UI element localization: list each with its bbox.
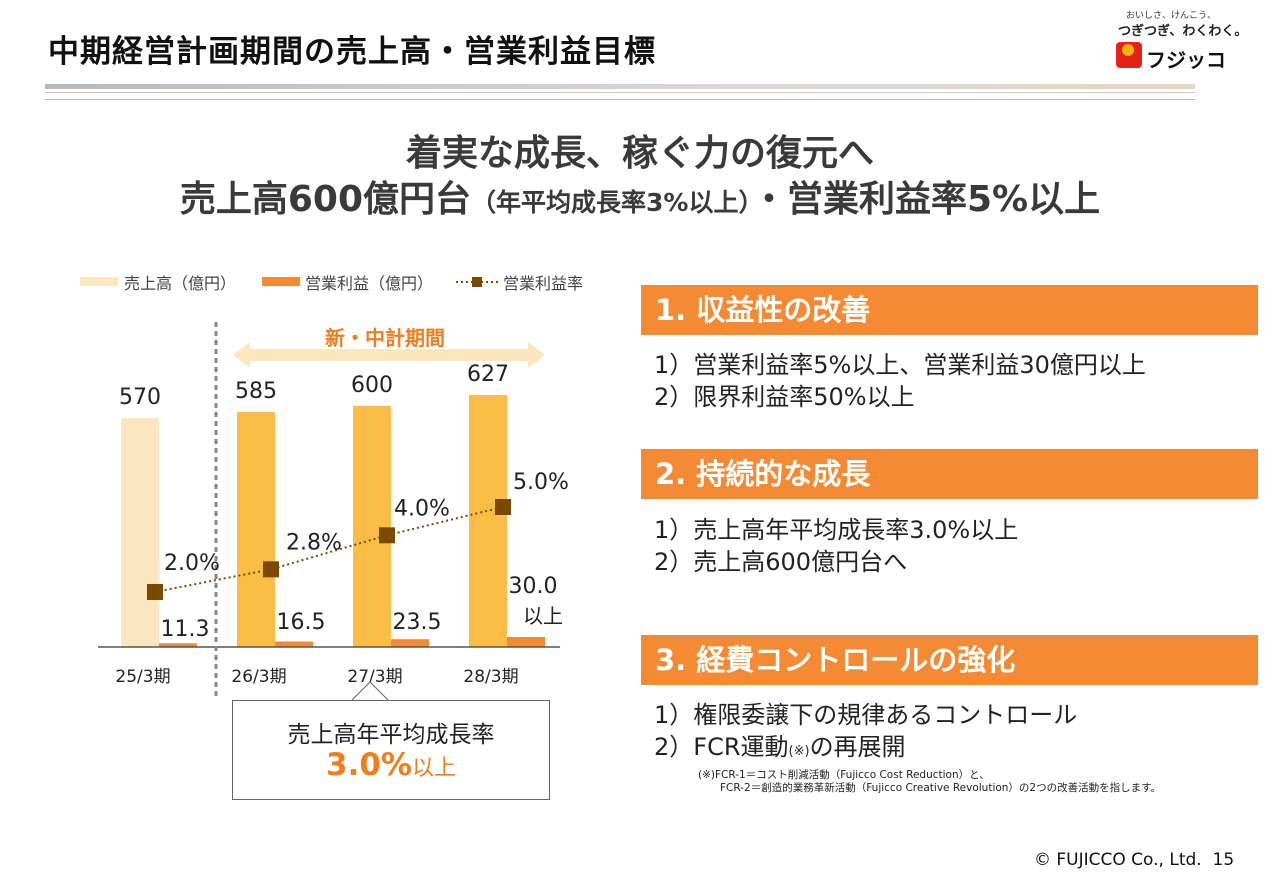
- bar-profit-0: [159, 643, 197, 647]
- tick-label-2: 27/3期: [347, 667, 402, 687]
- section-3-note-mark: (※): [788, 744, 810, 759]
- rate-point-3: [495, 499, 511, 515]
- legend-label-rate: 営業利益率: [503, 274, 583, 293]
- tick-label-3: 28/3期: [463, 667, 518, 687]
- legend-label-profit: 営業利益（億円）: [305, 274, 433, 293]
- section-3-item-1: 1）権限委譲下の規律あるコントロール: [654, 701, 1078, 729]
- tick-label-1: 26/3期: [231, 667, 286, 687]
- bar-profit-1: [275, 641, 313, 647]
- section-3-heading: 3. 経費コントロールの強化: [641, 635, 1258, 685]
- rate-point-2: [379, 527, 395, 544]
- label-rate-1: 2.8%: [286, 530, 342, 555]
- legend-marker-rate: [472, 277, 482, 287]
- section-1-item-2: 2）限界利益率50%以上: [654, 383, 915, 411]
- period-label: 新・中計期間: [325, 326, 445, 350]
- callout-pointer: [351, 681, 389, 700]
- label-rate-2: 4.0%: [394, 496, 450, 521]
- chart-plot: 570 11.3 25/3期 585 16.5 26/3期 600 23.5 27/3期 627 3…: [98, 322, 569, 700]
- legend-swatch-profit: [262, 277, 300, 286]
- section-3-item-2-a: 2）FCR運動: [654, 733, 789, 761]
- logo-name: フジッコ: [1146, 48, 1226, 72]
- label-sales-1: 585: [235, 379, 277, 404]
- sales-profit-chart: 売上高（億円） 営業利益（億円） 営業利益率 570 11.3 25/3期 585 16.5…: [80, 274, 583, 700]
- rate-point-0: [147, 584, 163, 600]
- footnote-line-1: (※)FCR-1＝コスト削減活動（Fujicco Cost Reduction）…: [698, 769, 990, 781]
- legend-label-sales: 売上高（億円）: [124, 274, 236, 293]
- logo-tagline-2: つぎつぎ、わくわく。: [1118, 24, 1248, 39]
- section-1-heading: 1. 収益性の改善: [641, 285, 1258, 335]
- title-rule-thin-2: [45, 99, 1195, 100]
- legend-swatch-sales: [80, 277, 118, 286]
- section-3-item-2-b: の再展開: [809, 733, 906, 761]
- bar-sales-0: [121, 417, 159, 647]
- footer-copyright: © FUJICCO Co., Ltd. 15: [1034, 850, 1234, 870]
- bar-sales-1: [237, 411, 275, 647]
- label-profit-3: 30.0: [509, 574, 558, 599]
- period-arrow: [233, 342, 545, 368]
- callout-rate: 3.0%: [326, 747, 412, 783]
- page-title: 中期経営計画期間の売上高・営業利益目標: [48, 34, 656, 70]
- title-rule: [45, 84, 1195, 89]
- label-sales-3: 627: [467, 362, 509, 387]
- section-3-item-2: 2）FCR運動(※)の再展開: [654, 727, 906, 762]
- section-2-item-2: 2）売上高600億円台へ: [654, 548, 908, 576]
- label-sales-0: 570: [119, 385, 161, 410]
- rate-point-1: [263, 561, 279, 578]
- logo-tagline: おいしさ、けんこう、: [1126, 11, 1217, 21]
- label-profit-1: 16.5: [277, 610, 326, 635]
- headline-margin: ・営業利益率5%以上: [750, 179, 1101, 220]
- label-rate-0: 2.0%: [164, 551, 220, 576]
- callout-label: 売上高年平均成長率: [287, 722, 495, 748]
- title-rule-thin: [45, 92, 1195, 93]
- label-rate-3: 5.0%: [513, 470, 569, 495]
- copyright-text: © FUJICCO Co., Ltd.: [1034, 850, 1202, 870]
- page-number: 15: [1212, 850, 1235, 870]
- callout-value: 3.0%以上: [233, 747, 549, 783]
- bar-sales-2: [353, 405, 391, 647]
- callout-suffix: 以上: [411, 756, 456, 781]
- growth-callout: 売上高年平均成長率 3.0%以上: [232, 700, 550, 800]
- section-2-heading: 2. 持続的な成長: [641, 449, 1258, 499]
- label-profit-2: 23.5: [393, 610, 442, 635]
- section-2-item-1: 1）売上高年平均成長率3.0%以上: [654, 516, 1019, 544]
- label-profit-extra: 以上: [523, 604, 563, 628]
- headline-growth: （年平均成長率3%以上）: [471, 188, 751, 217]
- headline-line-2: 売上高600億円台（年平均成長率3%以上）・営業利益率5%以上: [0, 170, 1280, 222]
- chart-legend: 売上高（億円） 営業利益（億円） 営業利益率: [80, 274, 583, 293]
- section-1-item-1: 1）営業利益率5%以上、営業利益30億円以上: [654, 351, 1146, 379]
- bar-profit-3: [507, 637, 545, 647]
- bar-profit-2: [391, 639, 429, 647]
- tick-label-0: 25/3期: [115, 667, 170, 687]
- label-sales-2: 600: [351, 373, 393, 398]
- headline-sales: 売上高600億円台: [179, 179, 472, 220]
- label-profit-0: 11.3: [161, 617, 210, 642]
- footnote-line-2: FCR-2＝創造的業務革新活動（Fujicco Creative Revolut…: [720, 782, 1162, 794]
- headline-line-1: 着実な成長、稼ぐ力の復元へ: [405, 133, 874, 174]
- bar-sales-3: [469, 395, 507, 647]
- logo-mark-icon: [1116, 42, 1142, 68]
